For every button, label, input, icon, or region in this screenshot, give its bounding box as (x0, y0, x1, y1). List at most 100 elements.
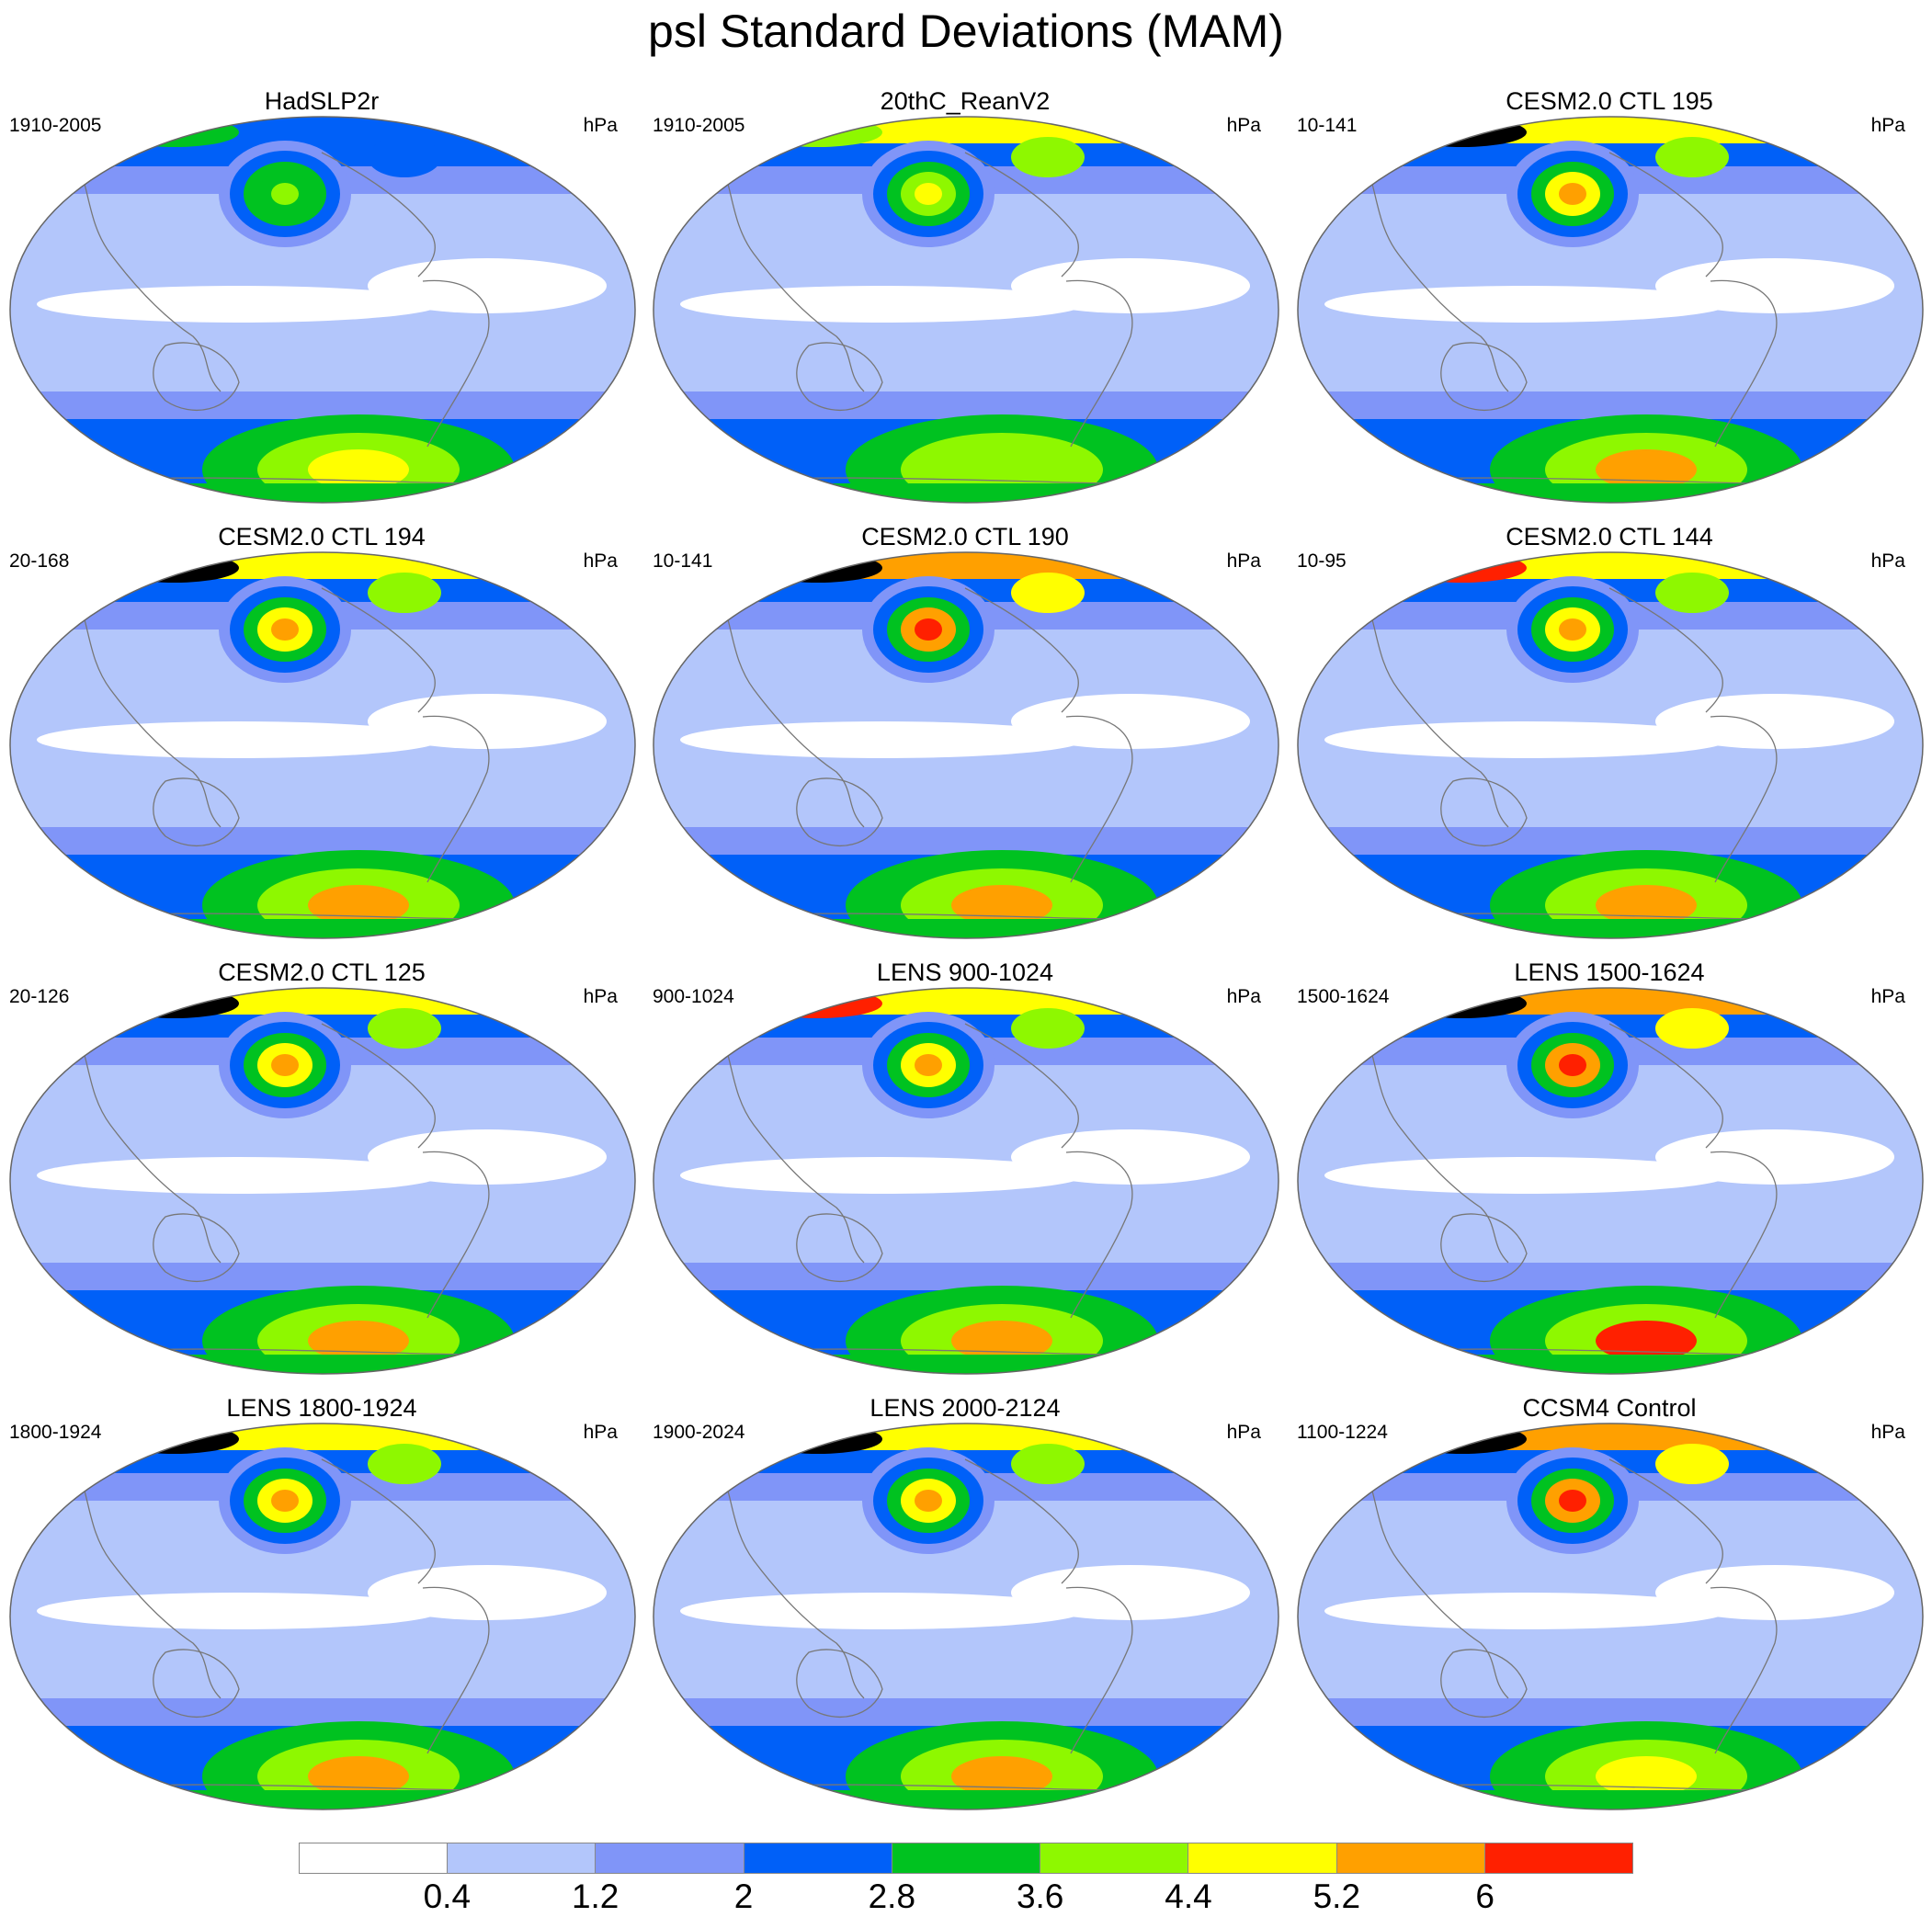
panel-period: 1500-1624 (1297, 986, 1390, 1007)
colorbar-label: 1.2 (571, 1877, 619, 1915)
world-map (653, 1423, 1279, 1810)
map-boundary (653, 116, 1279, 504)
atlantic-minimum (368, 694, 607, 749)
tropical-minimum (1324, 721, 1729, 758)
map-panel: CESM2.0 CTL 190 10-141 hPa (643, 522, 1287, 945)
colorbar-labels: 0.4 1.2 2 2.8 3.6 4.4 5.2 6 (299, 1878, 1633, 1915)
atlantic-north-cell (1655, 1008, 1729, 1049)
world-map (1297, 1423, 1924, 1810)
atlantic-north-cell (1655, 1444, 1729, 1484)
tropical-minimum (1324, 286, 1729, 323)
tropical-minimum (37, 721, 441, 758)
npacific-peak (915, 1490, 942, 1512)
colorbar-box (300, 1843, 449, 1873)
coastline-australia (153, 1649, 240, 1718)
coastline-north-america (1608, 1023, 1723, 1149)
antarctic-band (10, 483, 635, 503)
panel-period: 1910-2005 (653, 115, 745, 136)
atlantic-north-cell (368, 1444, 441, 1484)
nh-band-inner (653, 1424, 1279, 1450)
map-panel: LENS 1800-1924 1800-1924 hPa (0, 1393, 643, 1816)
world-map (1297, 116, 1924, 504)
npacific-peak (915, 1054, 942, 1076)
arctic-maximum (110, 989, 239, 1018)
colorbar-box (1188, 1843, 1337, 1873)
antarctic-band (10, 1790, 635, 1809)
atlantic-minimum (1655, 1565, 1894, 1620)
figure-title: psl Standard Deviations (MAM) (648, 6, 1284, 57)
colorbar-box (1484, 1843, 1632, 1873)
coastline-asia (1351, 578, 1509, 828)
colorbar-label: 3.6 (1016, 1877, 1064, 1915)
coastline-asia (707, 578, 865, 828)
tropical-minimum (1324, 1157, 1729, 1194)
tropical-minimum (680, 721, 1085, 758)
colorbar-label: 4.4 (1165, 1877, 1212, 1915)
coastline-australia (1440, 777, 1528, 847)
atlantic-north-cell (1011, 1008, 1085, 1049)
coastline-asia (1351, 1449, 1509, 1699)
nh-band-inner (10, 1424, 635, 1450)
arctic-maximum (754, 989, 882, 1018)
npacific-peak (271, 183, 299, 205)
coastline-australia (1440, 342, 1528, 412)
panel-title: HadSLP2r (264, 87, 380, 115)
coastline-asia (1351, 142, 1509, 392)
world-map (653, 116, 1279, 504)
colorbar-label: 0.4 (423, 1877, 472, 1915)
arctic-maximum (110, 118, 239, 147)
panel-period: 1910-2005 (9, 115, 102, 136)
colorbar-box (596, 1843, 744, 1873)
map-panel: CESM2.0 CTL 194 20-168 hPa (0, 522, 643, 945)
map-panel: LENS 900-1024 900-1024 hPa (643, 958, 1287, 1380)
tropical-minimum (37, 286, 441, 323)
panel-title: CESM2.0 CTL 195 (1506, 87, 1713, 115)
colorbar-box (448, 1843, 597, 1873)
coastline-south-america (1065, 1151, 1133, 1319)
coastline-south-america (422, 279, 490, 448)
antarctic-band (10, 919, 635, 938)
coastline-north-america (964, 1458, 1079, 1584)
panel-unit: hPa (1226, 986, 1261, 1007)
panel-period: 20-168 (9, 550, 70, 572)
map-panel: CCSM4 Control 1100-1224 hPa (1288, 1393, 1931, 1816)
atlantic-north-cell (368, 1008, 441, 1049)
panel-period: 1800-1924 (9, 1422, 102, 1443)
coastline-south-america (422, 1151, 490, 1319)
atlantic-minimum (368, 1565, 607, 1620)
nh-band-inner (10, 552, 635, 579)
coastline-asia (63, 1449, 222, 1699)
atlantic-minimum (1011, 258, 1250, 313)
antarctic-band (653, 483, 1279, 503)
coastline-australia (796, 1649, 883, 1718)
panel-unit: hPa (583, 986, 618, 1007)
panel-title: CCSM4 Control (1522, 1394, 1697, 1422)
coastline-australia (1440, 1649, 1528, 1718)
atlantic-north-cell (1011, 573, 1085, 613)
coastline-north-america (1608, 152, 1723, 278)
npacific-peak (1559, 618, 1586, 641)
panel-period: 10-141 (1297, 115, 1358, 136)
map-boundary (1297, 987, 1924, 1375)
coastline-south-america (1065, 715, 1133, 883)
colorbar-label: 6 (1475, 1877, 1494, 1915)
npacific-peak (915, 618, 942, 641)
coastline-south-america (1065, 1586, 1133, 1754)
coastline-australia (796, 1213, 883, 1283)
antarctic-band (1298, 1790, 1923, 1809)
map-boundary (1297, 116, 1924, 504)
colorbar-box (1040, 1843, 1189, 1873)
nh-band-inner (1298, 552, 1923, 579)
world-map (9, 116, 636, 504)
coastline-asia (63, 142, 222, 392)
antarctic-band (653, 1790, 1279, 1809)
panel-title: CESM2.0 CTL 190 (861, 523, 1069, 550)
colorbar-label: 2.8 (868, 1877, 916, 1915)
panel-unit: hPa (1870, 550, 1905, 572)
tropical-minimum (680, 1157, 1085, 1194)
coastline-north-america (1608, 587, 1723, 713)
panel-unit: hPa (583, 115, 618, 136)
coastline-south-america (1710, 1586, 1778, 1754)
map-boundary (9, 1423, 636, 1810)
tropical-minimum (37, 1593, 441, 1629)
